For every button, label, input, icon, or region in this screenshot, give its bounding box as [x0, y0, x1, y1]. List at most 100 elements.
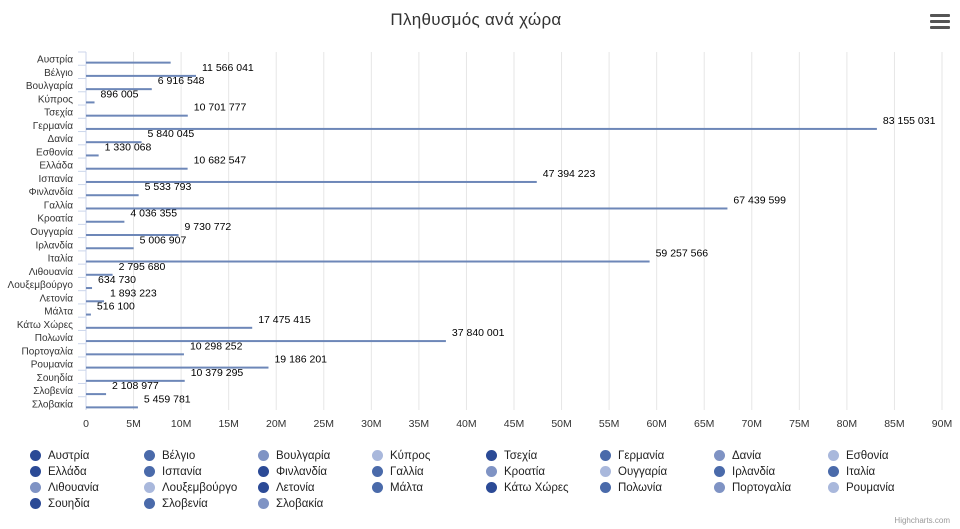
- category-label: Βουλγαρία: [26, 80, 73, 92]
- legend-item[interactable]: Κύπρος: [372, 448, 486, 463]
- category-label: Εσθονία: [36, 146, 73, 158]
- bar[interactable]: [86, 194, 139, 197]
- category-label: Ουγγαρία: [30, 226, 73, 238]
- bar[interactable]: [86, 300, 105, 303]
- bar[interactable]: [86, 101, 95, 104]
- legend-swatch: [828, 450, 839, 461]
- legend-item[interactable]: Σλοβακία: [258, 496, 372, 511]
- legend-item[interactable]: Δανία: [714, 448, 828, 463]
- bar[interactable]: [86, 313, 91, 316]
- x-tick-label: 35M: [409, 418, 429, 430]
- bar[interactable]: [86, 114, 188, 117]
- legend-swatch: [30, 450, 41, 461]
- legend-label: Βουλγαρία: [276, 449, 331, 462]
- bar-chart: 0 5M 10M 15M 20M 25M 30M 35M 40M 45M 50M 55M 60M 65M 7…: [8, 51, 952, 430]
- legend-item[interactable]: Τσεχία: [486, 448, 600, 463]
- bar[interactable]: [86, 340, 446, 343]
- category-label: Πορτογαλία: [22, 345, 74, 357]
- bar[interactable]: [86, 61, 171, 64]
- bar[interactable]: [86, 127, 877, 130]
- legend-label: Κροατία: [504, 465, 546, 478]
- x-tick-label: 20M: [266, 418, 286, 430]
- legend-label: Τσεχία: [504, 449, 538, 462]
- legend-label: Μάλτα: [390, 481, 424, 494]
- legend-item[interactable]: Αυστρία: [30, 448, 144, 463]
- x-tick-label: 0: [83, 418, 89, 430]
- legend-item[interactable]: Γερμανία: [600, 448, 714, 463]
- legend-item[interactable]: Κάτω Χώρες: [486, 480, 600, 495]
- category-label: Ρουμανία: [31, 359, 73, 371]
- x-tick-label: 30M: [361, 418, 381, 430]
- legend-label: Ισπανία: [162, 465, 202, 478]
- legend-item[interactable]: Σλοβενία: [144, 496, 258, 511]
- legend-item[interactable]: Βέλγιο: [144, 448, 258, 463]
- category-label: Λιθουανία: [29, 266, 73, 278]
- legend-item[interactable]: Πολωνία: [600, 480, 714, 495]
- legend-item[interactable]: Μάλτα: [372, 480, 486, 495]
- legend-item[interactable]: Κροατία: [486, 464, 600, 479]
- bar[interactable]: [86, 180, 537, 183]
- data-label: 2 108 977: [112, 380, 159, 392]
- data-label: 10 379 295: [191, 367, 244, 379]
- menu-icon[interactable]: [930, 14, 950, 32]
- x-tick-label: 75M: [789, 418, 809, 430]
- bar[interactable]: [86, 406, 138, 409]
- bar[interactable]: [86, 393, 107, 396]
- legend-item[interactable]: Ιταλία: [828, 464, 942, 479]
- legend-swatch: [258, 466, 269, 477]
- legend-item[interactable]: Πορτογαλία: [714, 480, 828, 495]
- legend-item[interactable]: Λουξεμβούργο: [144, 480, 258, 495]
- bar[interactable]: [86, 273, 113, 276]
- legend-item[interactable]: Ρουμανία: [828, 480, 942, 495]
- data-label: 10 682 547: [194, 155, 247, 167]
- bar[interactable]: [86, 167, 188, 170]
- legend-item[interactable]: Βουλγαρία: [258, 448, 372, 463]
- bar[interactable]: [86, 287, 93, 290]
- bar[interactable]: [86, 220, 125, 223]
- bar[interactable]: [86, 366, 269, 369]
- bar[interactable]: [86, 379, 185, 382]
- data-label: 83 155 031: [883, 115, 936, 127]
- bar[interactable]: [86, 234, 179, 236]
- data-label: 4 036 355: [130, 208, 177, 220]
- legend-item[interactable]: Ιρλανδία: [714, 464, 828, 479]
- legend-label: Εσθονία: [846, 449, 889, 462]
- bar[interactable]: [86, 353, 184, 356]
- bar[interactable]: [86, 141, 142, 144]
- legend-item[interactable]: Ισπανία: [144, 464, 258, 479]
- legend-swatch: [600, 466, 611, 477]
- legend-item[interactable]: Ελλάδα: [30, 464, 144, 479]
- x-tick-label: 50M: [551, 418, 571, 430]
- x-tick-label: 40M: [456, 418, 476, 430]
- legend-item[interactable]: Ουγγαρία: [600, 464, 714, 479]
- legend-item[interactable]: Σουηδία: [30, 496, 144, 511]
- data-label: 5 459 781: [144, 393, 191, 405]
- bar[interactable]: [86, 260, 650, 263]
- legend-item[interactable]: Λετονία: [258, 480, 372, 495]
- legend-label: Λουξεμβούργο: [162, 481, 238, 494]
- bar[interactable]: [86, 326, 253, 329]
- x-tick-label: 45M: [504, 418, 524, 430]
- legend-label: Ρουμανία: [846, 481, 895, 494]
- bar[interactable]: [86, 88, 152, 91]
- category-label: Πολωνία: [35, 332, 73, 344]
- data-label: 17 475 415: [258, 314, 311, 326]
- bar[interactable]: [86, 247, 134, 250]
- bar[interactable]: [86, 154, 99, 157]
- data-label: 1 330 068: [105, 141, 152, 153]
- bar[interactable]: [86, 207, 728, 210]
- data-label: 59 257 566: [656, 248, 709, 260]
- legend-item[interactable]: Εσθονία: [828, 448, 942, 463]
- data-label: 10 298 252: [190, 340, 243, 352]
- legend-item[interactable]: Φινλανδία: [258, 464, 372, 479]
- legend-swatch: [30, 482, 41, 493]
- legend-label: Ουγγαρία: [618, 465, 668, 478]
- bar[interactable]: [86, 74, 197, 77]
- x-tick-label: 10M: [171, 418, 191, 430]
- legend: Αυστρία Βέλγιο Βουλγαρία Κύπρος Τσεχία Γερμαν…: [30, 448, 940, 511]
- legend-item[interactable]: Γαλλία: [372, 464, 486, 479]
- credits-link[interactable]: Highcharts.com: [894, 516, 950, 525]
- category-label: Ιταλία: [48, 253, 74, 265]
- legend-item[interactable]: Λιθουανία: [30, 480, 144, 495]
- category-label: Σλοβενία: [33, 385, 73, 397]
